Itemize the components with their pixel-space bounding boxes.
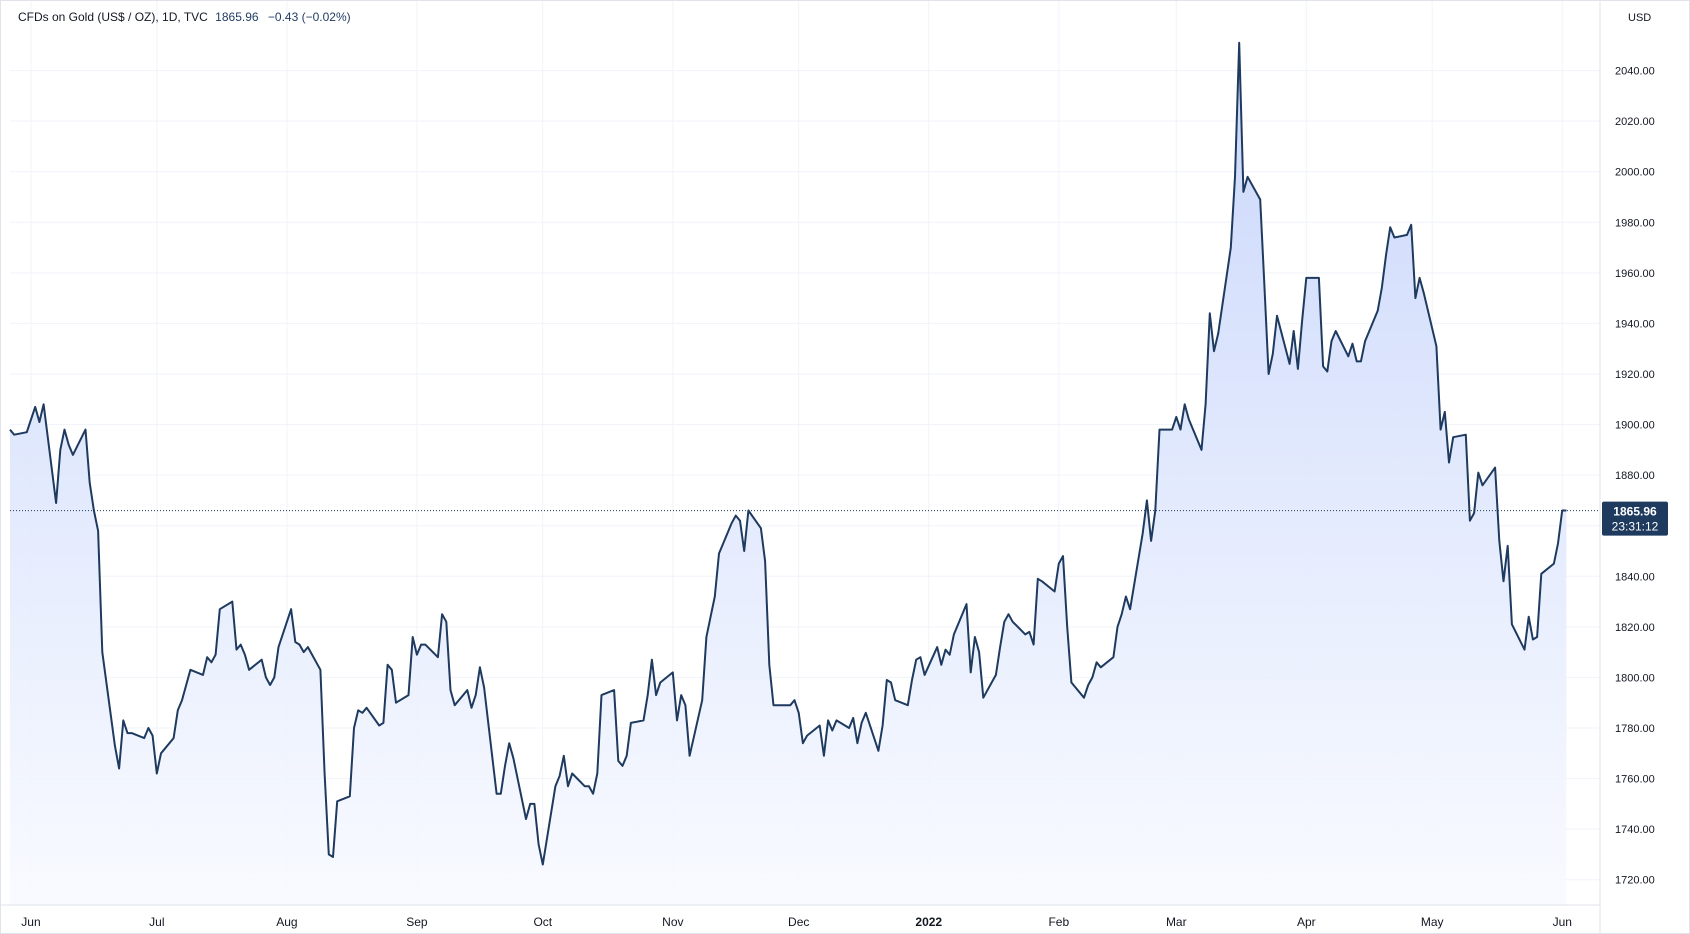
series-line (9, 41, 1567, 866)
bar-countdown: 23:31:12 (1612, 520, 1659, 534)
last-price-label-bg (1602, 501, 1668, 536)
x-tick-label: Oct (533, 915, 552, 929)
y-tick-label: 2020.00 (1615, 116, 1655, 128)
y-tick-label: 2040.00 (1615, 66, 1655, 78)
y-tick-label: 1880.00 (1615, 470, 1655, 482)
x-tick-label: Jun (1553, 915, 1572, 929)
y-tick-label: 1940.00 (1615, 318, 1655, 330)
x-tick-label: Jun (21, 915, 40, 929)
chart-header: CFDs on Gold (US$ / OZ), 1D, TVC 1865.96… (18, 10, 351, 24)
x-tick-label: Jul (149, 915, 164, 929)
header-change: −0.43 (−0.02%) (267, 10, 351, 24)
x-tick-label: Nov (662, 915, 683, 929)
y-tick-label: 1720.00 (1615, 875, 1655, 887)
y-tick-label: 1740.00 (1615, 824, 1655, 836)
y-tick-label: 1960.00 (1615, 268, 1655, 280)
y-tick-label: 1900.00 (1615, 420, 1655, 432)
y-tick-label: 2000.00 (1615, 167, 1655, 179)
last-price-value: 1865.96 (1613, 505, 1657, 519)
y-tick-label: 1760.00 (1615, 774, 1655, 786)
y-tick-label: 1920.00 (1615, 369, 1655, 381)
symbol-title[interactable]: CFDs on Gold (US$ / OZ), 1D, TVC (18, 10, 208, 24)
x-tick-label: Sep (406, 915, 428, 929)
y-tick-label: 1780.00 (1615, 723, 1655, 735)
x-tick-label: Apr (1297, 915, 1316, 929)
series-area (10, 42, 1567, 906)
y-axis-unit: USD (1628, 12, 1651, 24)
y-tick-label: 1820.00 (1615, 622, 1655, 634)
x-tick-label: 2022 (915, 915, 942, 929)
y-tick-label: 1980.00 (1615, 217, 1655, 229)
price-line[interactable] (9, 41, 1567, 866)
y-tick-label: 1800.00 (1615, 672, 1655, 684)
x-tick-label: Feb (1048, 915, 1069, 929)
x-tick-label: Dec (788, 915, 809, 929)
y-tick-label: 1840.00 (1615, 571, 1655, 583)
header-last-value: 1865.96 (215, 10, 259, 24)
x-tick-label: Aug (276, 915, 297, 929)
area-fill (10, 42, 1567, 906)
x-tick-label: Mar (1166, 915, 1187, 929)
x-tick-label: May (1421, 915, 1444, 929)
